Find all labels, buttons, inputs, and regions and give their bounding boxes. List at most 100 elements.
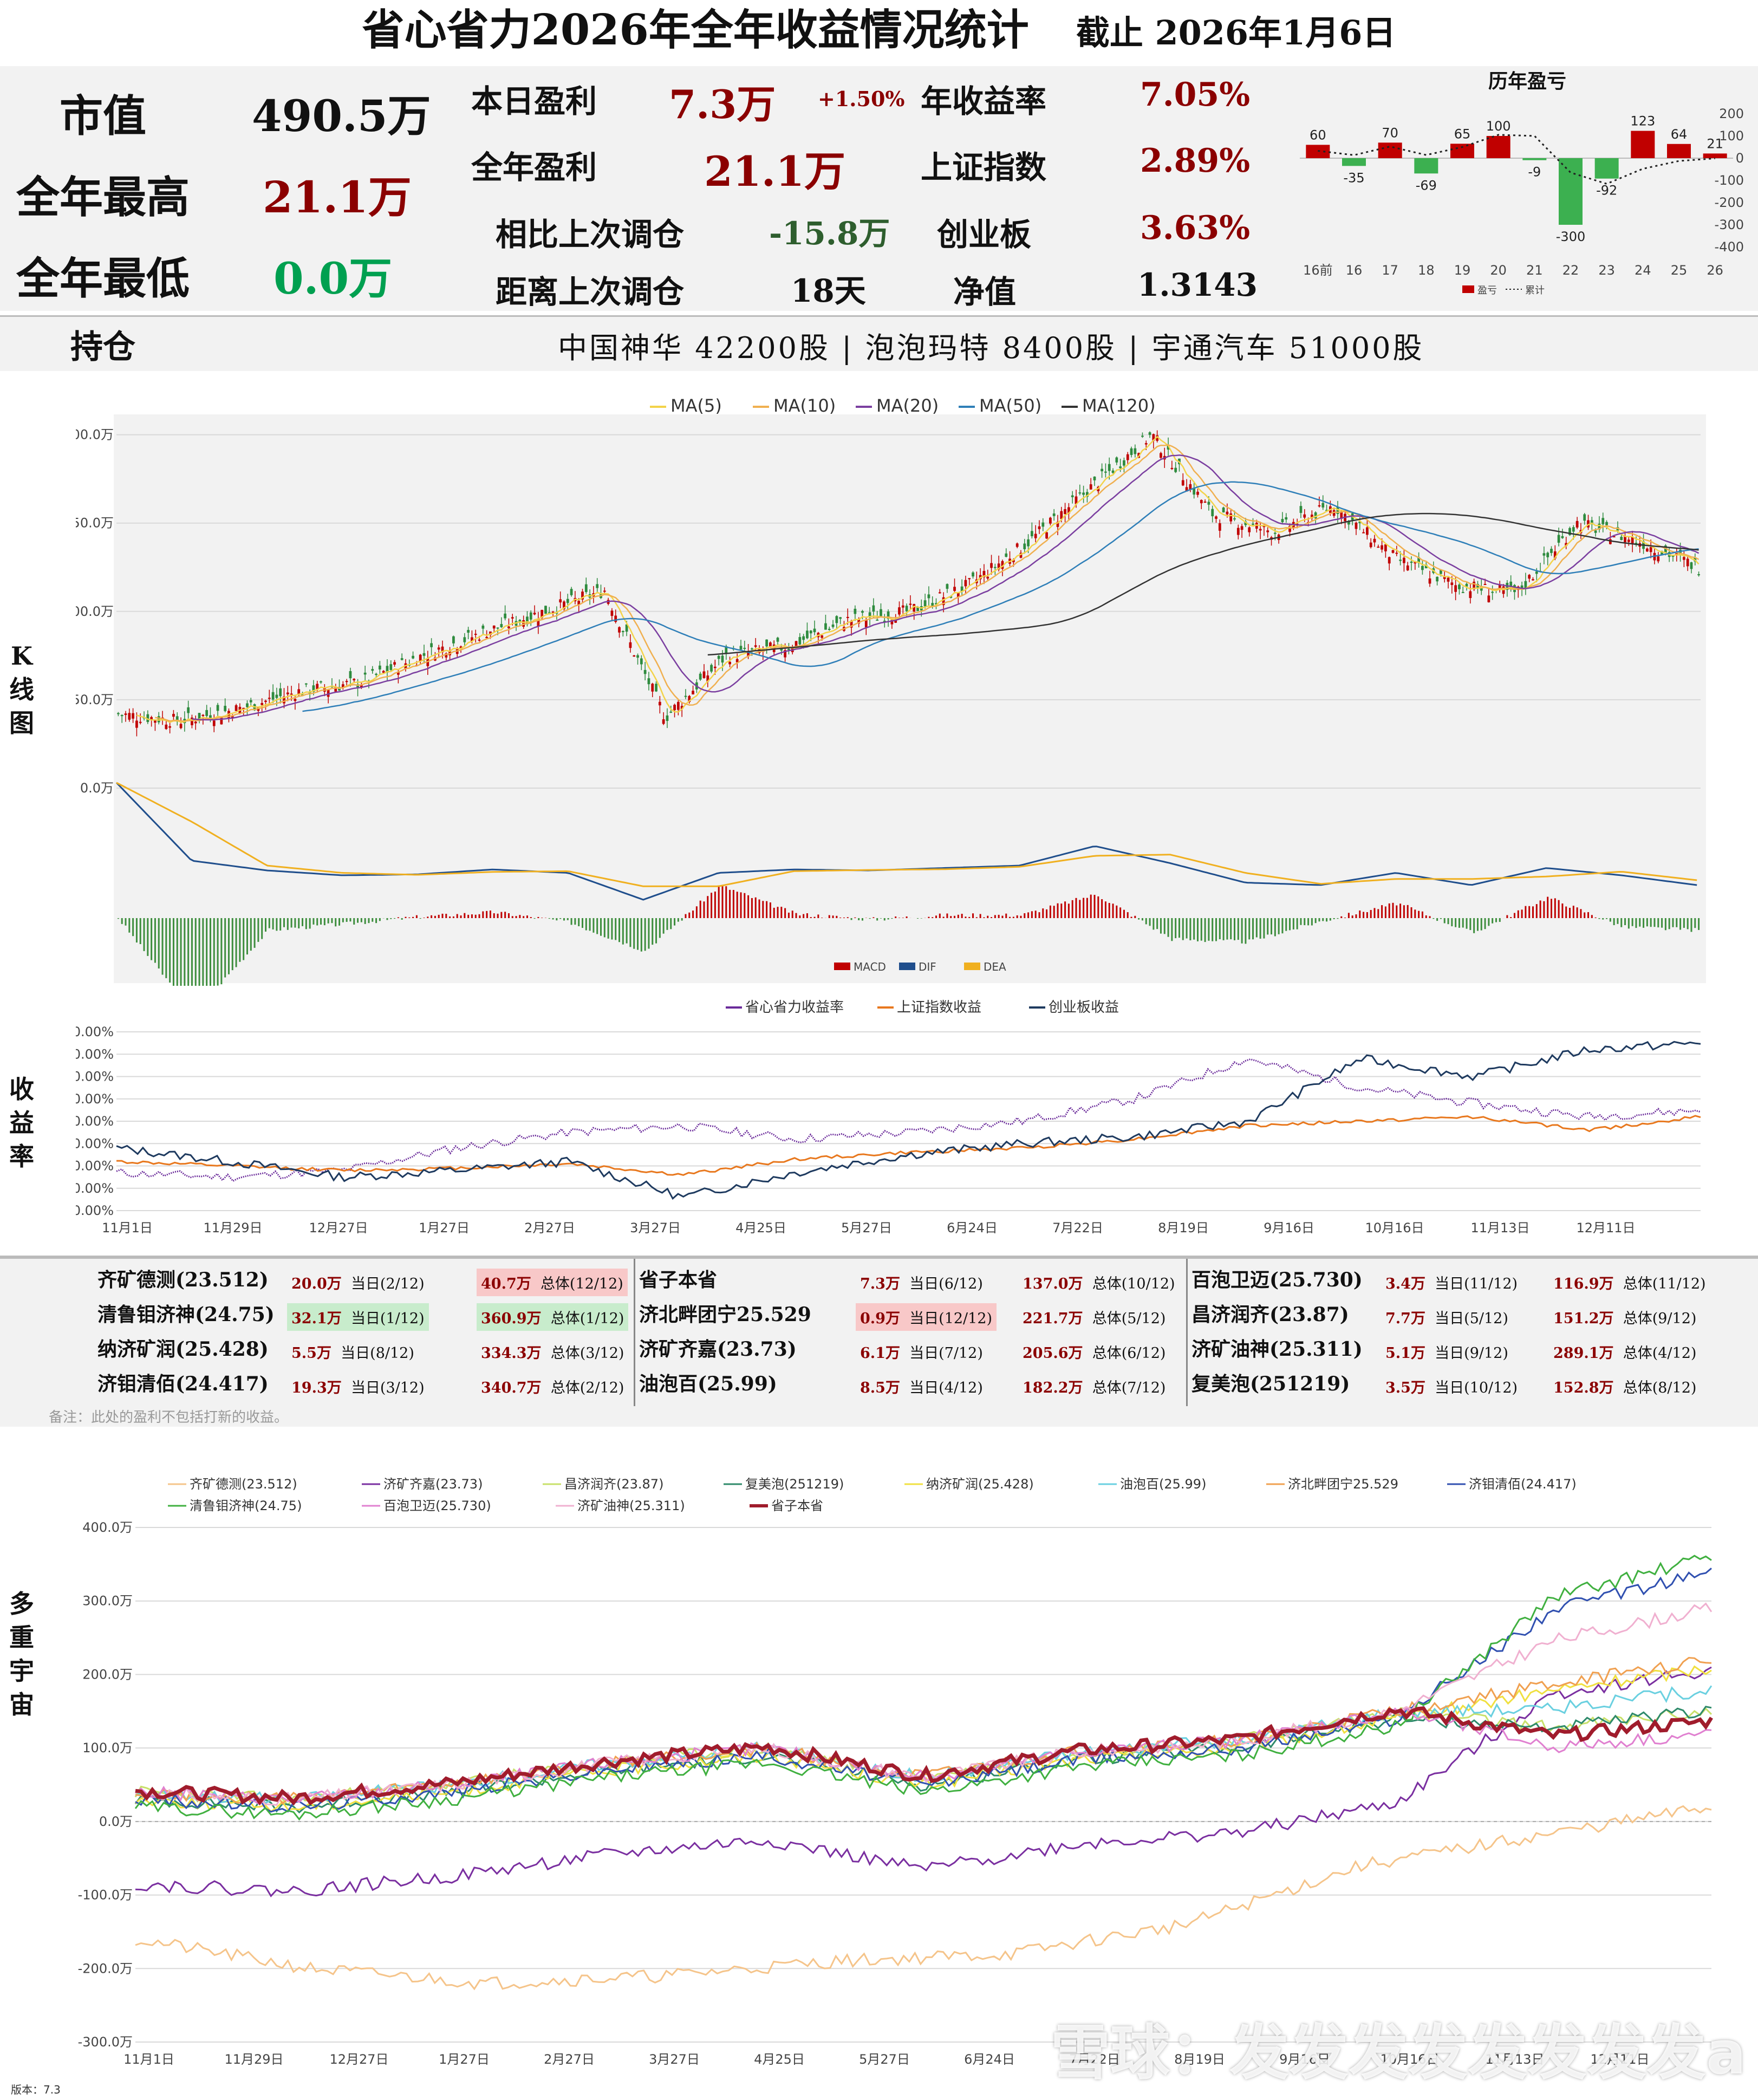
- kline-candle-body: [935, 603, 937, 604]
- kline-chart: 200.0万 150.0万 100.0万 50.0万 0.0万 MA(5) MA(10) MA…: [76, 395, 1706, 986]
- kline-candle-body: [120, 715, 123, 717]
- kline-candle-body: [990, 563, 993, 568]
- kline-candle-body: [1443, 576, 1446, 579]
- yearly-bar-label: 100: [1486, 119, 1511, 134]
- kline-candle-body: [445, 653, 448, 658]
- kline-candle-body: [559, 599, 562, 603]
- kline-ytick: 150.0万: [76, 516, 114, 531]
- multi-xtick: 6月24日: [964, 2052, 1015, 2067]
- table-row-today: 5.5万 当日(8/12): [291, 1345, 414, 1362]
- kline-candle-body: [621, 631, 624, 633]
- page-title: 省心省力2026年全年收益情况统计 截止 2026年1月6日: [0, 0, 1758, 61]
- kline-candle-body: [787, 649, 790, 651]
- kline-candle-body: [212, 720, 216, 726]
- multiverse-chart: 400.0万 300.0万 200.0万 100.0万 0.0万 -100.0万 -200.…: [78, 1477, 1713, 2067]
- macd-legend-swatch: [834, 963, 850, 970]
- table-row-today: 20.0万 当日(2/12): [291, 1276, 425, 1292]
- kline-candle-body: [1052, 513, 1056, 516]
- kline-candle-body: [1181, 480, 1184, 486]
- title-text: 省心省力2026年全年收益情况统计: [362, 5, 1029, 55]
- kline-candle-body: [279, 688, 282, 697]
- kline-candle-body: [154, 720, 157, 723]
- kline-candle-body: [216, 705, 219, 711]
- kline-candle-body: [1509, 581, 1513, 588]
- kline-candle-body: [850, 620, 853, 628]
- kline-candle-body: [308, 691, 311, 694]
- multi-xtick: 1月27日: [439, 2052, 490, 2067]
- kline-candle-body: [636, 655, 639, 658]
- kline-candle-body: [312, 685, 315, 692]
- returns-side-label: 收益率: [9, 1075, 34, 1171]
- macd-legend-swatch: [899, 963, 915, 970]
- kline-candle-body: [916, 607, 919, 612]
- kline-candle-body: [371, 669, 374, 671]
- kline-candle-body: [150, 717, 153, 720]
- kline-candle-body: [997, 563, 1000, 570]
- yearly-bar-label: 60: [1310, 127, 1326, 142]
- kline-candle-body: [1318, 505, 1321, 506]
- holdings-label: 持仓: [70, 328, 135, 366]
- kline-candle-body: [563, 601, 565, 609]
- kline-candle-body: [117, 713, 120, 714]
- yearly-cumulative-line: [1318, 134, 1715, 185]
- kline-candle-body: [1645, 548, 1649, 552]
- kline-candle-body: [854, 608, 857, 614]
- kline-candle-body: [1421, 565, 1424, 570]
- yearly-xtick: 24: [1635, 263, 1651, 278]
- kline-candle-body: [1605, 522, 1608, 525]
- multi-legend-label: 复美泡(251219): [745, 1477, 844, 1492]
- summary-panel: [0, 66, 1758, 311]
- yearly-legend-swatch: [1462, 285, 1474, 293]
- returns-xtick: 9月16日: [1264, 1220, 1314, 1236]
- table-row-total: 360.9万 总体(1/12): [477, 1303, 629, 1331]
- kline-candle-body: [931, 603, 934, 607]
- kline-candle-body: [956, 593, 960, 597]
- kline-candle-body: [1683, 557, 1685, 560]
- kline-candle-body: [1060, 511, 1063, 519]
- kline-candle-body: [743, 647, 746, 649]
- kline-candle-body: [168, 726, 172, 728]
- kline-candle-body: [1358, 521, 1362, 523]
- kline-candle-body: [349, 671, 352, 679]
- kline-candle-body: [702, 671, 706, 678]
- returns-xtick: 3月27日: [630, 1220, 681, 1236]
- table-row-total: 152.8万 总体(8/12): [1553, 1380, 1697, 1396]
- table-row-today: 7.3万 当日(6/12): [860, 1276, 983, 1292]
- kline-candle-body: [968, 578, 971, 580]
- returns-xtick: 5月27日: [841, 1220, 892, 1236]
- kline-candle-body: [1369, 542, 1372, 548]
- table-row-name: 纳济矿润(25.428): [97, 1338, 269, 1361]
- table-row-total: 151.2万 总体(9/12): [1553, 1310, 1697, 1327]
- kline-candle-body: [1686, 558, 1689, 567]
- yearly-bar-label: -300: [1556, 229, 1585, 244]
- kline-candle-body: [1381, 545, 1383, 550]
- kline-candle-body: [651, 684, 654, 692]
- kline-candle-body: [1612, 536, 1616, 538]
- kline-candle-body: [1229, 513, 1233, 522]
- kline-candle-body: [1034, 534, 1037, 538]
- kline-candle-body: [1561, 536, 1564, 538]
- kline-candle-body: [717, 655, 720, 659]
- yearly-ytick: -200: [1715, 195, 1744, 210]
- kline-candle-body: [1152, 434, 1155, 441]
- kline-candle-body: [846, 616, 849, 618]
- kline-candle-body: [363, 672, 367, 675]
- kline-candle-body: [1226, 511, 1229, 515]
- yearly-xtick: 25: [1671, 263, 1688, 278]
- kline-candle-body: [1340, 511, 1343, 519]
- multi-legend-label: 油泡百(25.99): [1120, 1477, 1206, 1492]
- holdings-bar: [0, 315, 1758, 371]
- kline-candle-body: [194, 721, 197, 724]
- kline-candle-body: [139, 721, 142, 723]
- kline-candle-body: [1281, 519, 1284, 522]
- kline-candle-body: [220, 717, 223, 725]
- table-row-name: 清鲁钼济神(24.75): [97, 1303, 275, 1326]
- yearly-bar: [1703, 153, 1727, 158]
- kline-candle-body: [1557, 535, 1560, 543]
- kline-candle-body: [1314, 512, 1317, 519]
- kline-candle-body: [960, 586, 963, 591]
- kline-candle-body: [828, 628, 831, 630]
- returns-legend-label: 创业板收益: [1049, 999, 1119, 1016]
- kline-candle-body: [1193, 487, 1196, 495]
- kline-candle-body: [504, 613, 507, 619]
